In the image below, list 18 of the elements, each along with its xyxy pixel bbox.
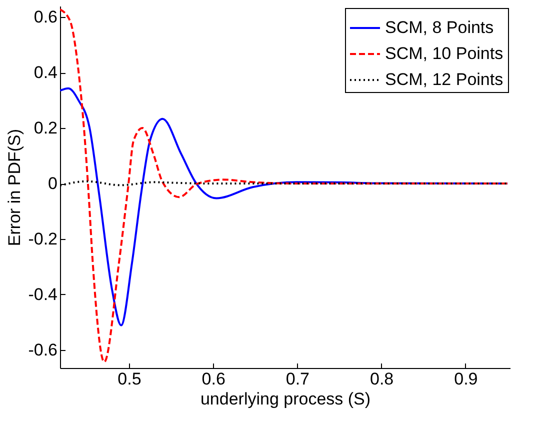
legend-label: SCM, 12 Points xyxy=(385,70,504,89)
y-tick-label: 0.2 xyxy=(34,118,58,138)
line-series xyxy=(60,8,508,363)
y-tick-label: 0 xyxy=(48,174,58,194)
legend-label: SCM, 8 Points xyxy=(385,18,494,37)
x-tick-label: 0.9 xyxy=(454,370,478,388)
x-tick-label: 0.5 xyxy=(118,370,142,388)
y-tick-label: 0.6 xyxy=(34,8,58,27)
x-tick-label: 0.6 xyxy=(202,370,226,388)
y-tick-label: 0.4 xyxy=(34,63,58,82)
y-tick-label: -0.4 xyxy=(28,284,58,304)
x-tick-label: 0.8 xyxy=(370,370,394,388)
y-axis-title: Error in PDF(S) xyxy=(5,128,24,246)
y-tick-label: -0.2 xyxy=(28,230,58,249)
y-tick-label: -0.6 xyxy=(28,340,58,360)
x-tick-label: 0.7 xyxy=(286,370,310,388)
legend-label: SCM, 10 Points xyxy=(385,44,504,63)
x-axis-title: underlying process (S) xyxy=(200,390,371,408)
